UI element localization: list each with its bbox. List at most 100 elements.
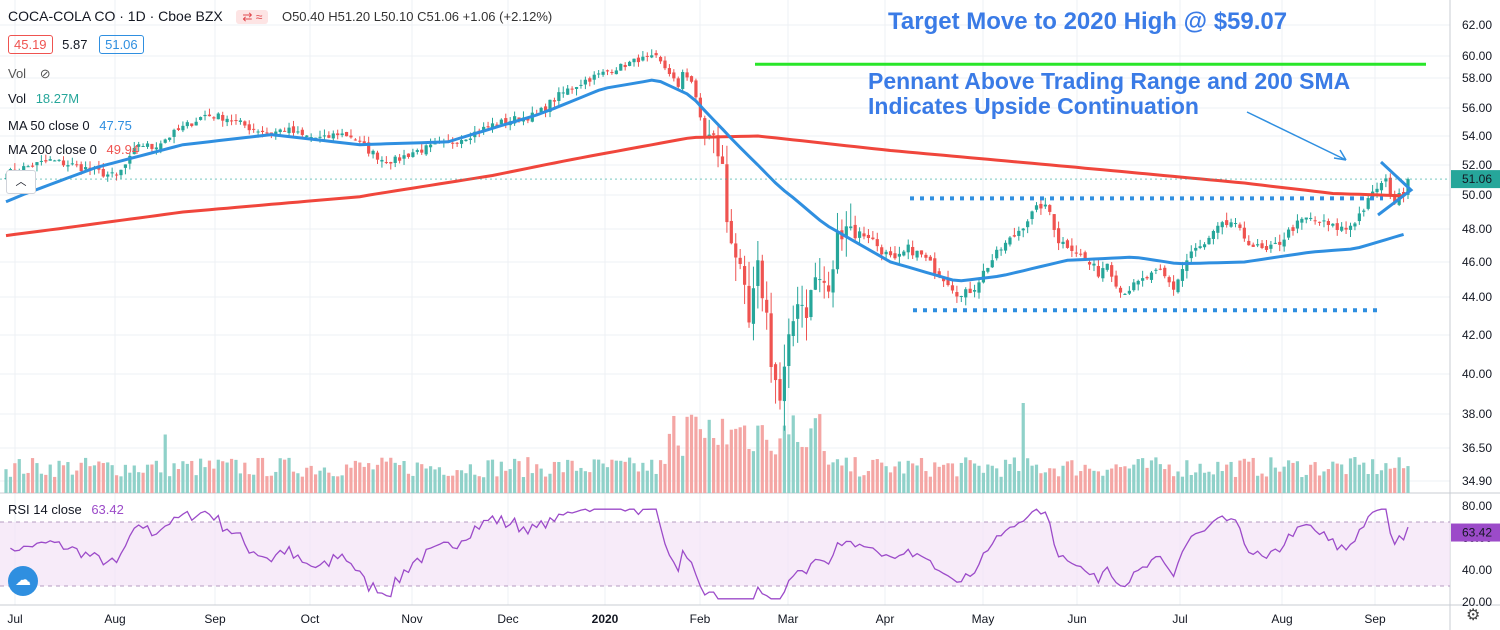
candle-body (420, 149, 424, 153)
candle-body (751, 288, 756, 324)
volume-bar (48, 464, 52, 493)
volume-bar (1286, 460, 1291, 493)
candle-body (995, 249, 999, 259)
candle-body (371, 150, 375, 155)
volume-bar (1366, 474, 1370, 493)
volume-bar (1401, 468, 1406, 493)
volume-bar (504, 470, 508, 493)
volume-bar (39, 473, 43, 493)
candle-body (1326, 221, 1330, 226)
tradingview-logo[interactable]: ☁ (8, 566, 38, 596)
volume-bar (1021, 403, 1025, 493)
candle-body (937, 271, 941, 277)
volume-bar (871, 459, 875, 493)
volume-bar (698, 429, 702, 493)
volume-bar (380, 457, 384, 493)
candle-body (1017, 230, 1021, 236)
candle-body (734, 243, 738, 258)
volume-bar (1291, 462, 1295, 493)
volume-bar (1074, 475, 1078, 493)
volume-bar (132, 465, 136, 493)
price-tick-label: 48.00 (1462, 222, 1492, 236)
candle-body (871, 237, 875, 240)
candle-body (212, 117, 216, 119)
candle-body (990, 260, 994, 268)
settings-gear-icon[interactable]: ⚙ (1466, 607, 1481, 624)
candle-body (1061, 241, 1065, 245)
volume-bar (685, 416, 689, 493)
price-tick-label: 44.00 (1462, 290, 1492, 304)
candle-body (84, 167, 88, 170)
volume-bar (265, 476, 269, 493)
candle-body (853, 224, 857, 239)
candle-body (1180, 269, 1185, 281)
price-tick-label: 36.50 (1462, 441, 1492, 455)
volume-bar (645, 470, 649, 493)
volume-bar (866, 471, 871, 493)
price-tick-label: 46.00 (1462, 255, 1492, 269)
candle-body (950, 285, 955, 291)
candle-body (1127, 290, 1131, 294)
time-tick-label: Sep (1364, 612, 1386, 626)
vol-toggle[interactable]: Vol ⊘ (8, 66, 51, 82)
candle-body (168, 137, 172, 140)
candle-body (689, 76, 694, 82)
candle-body (172, 129, 176, 137)
candle-body (959, 295, 963, 297)
candle-body (729, 220, 733, 244)
candle-body (796, 304, 800, 319)
candle-body (455, 142, 459, 144)
candle-body (256, 131, 260, 133)
candle-body (1194, 247, 1198, 251)
candle-body (1101, 268, 1105, 279)
candle-body (654, 53, 658, 56)
volume-bar (22, 473, 26, 493)
ma50-legend: MA 50 close 0 47.75 (8, 118, 132, 133)
candle-body (641, 56, 645, 61)
rsi-tick-label: 20.00 (1462, 595, 1492, 609)
candle-body (428, 144, 433, 148)
candle-body (1295, 220, 1300, 229)
candle-body (464, 139, 468, 142)
volume-bar (742, 425, 747, 493)
candle-body (933, 258, 937, 274)
candle-body (1141, 278, 1145, 281)
volume-bar (398, 465, 402, 493)
candle-body (380, 159, 384, 162)
volume-bar (446, 475, 450, 493)
candle-body (35, 162, 39, 166)
volume-bar (521, 477, 526, 493)
candle-body (866, 234, 871, 238)
volume-bar (513, 458, 517, 493)
volume-bar (703, 437, 707, 493)
candle-body (1026, 221, 1030, 228)
volume-bar (1282, 466, 1286, 493)
candle-body (999, 249, 1003, 251)
candle-body (482, 126, 486, 132)
collapse-legend-button[interactable]: ︿ (6, 170, 36, 194)
candle-body (1260, 243, 1264, 249)
candle-body (344, 131, 349, 137)
volume-bar (1384, 463, 1388, 493)
volume-bar (30, 458, 35, 493)
volume-bar (84, 457, 88, 493)
volume-bar (738, 427, 742, 493)
volume-bar (1163, 469, 1167, 493)
volume-bar (628, 457, 632, 493)
eye-hidden-icon[interactable]: ⊘ (39, 66, 51, 81)
volume-bar (53, 476, 57, 493)
volume-bar (1110, 468, 1114, 493)
volume-bar (658, 460, 663, 493)
volume-bar (1003, 459, 1008, 493)
candle-body (1154, 269, 1158, 271)
volume-bar (137, 472, 141, 493)
last-price-badge (1451, 170, 1500, 189)
volume-bar (1278, 471, 1282, 493)
volume-bar (309, 465, 313, 493)
vol-label: Vol (8, 66, 27, 81)
volume-bar (1087, 468, 1092, 493)
compare-toggle-icon[interactable]: ⇄ ≈ (236, 10, 269, 24)
volume-bar (1375, 474, 1379, 493)
candle-body (942, 277, 946, 282)
